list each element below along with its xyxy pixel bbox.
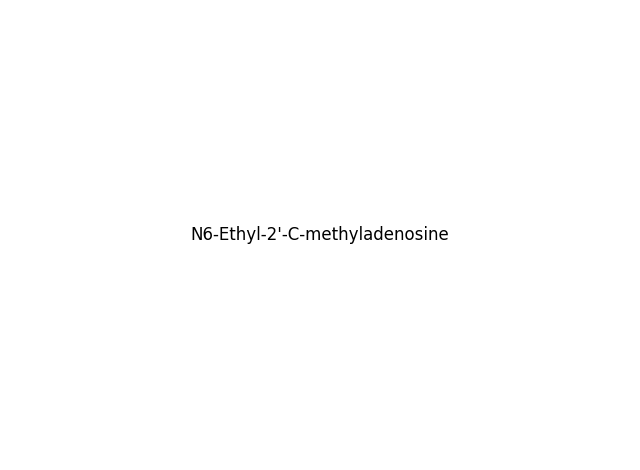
Text: N6-Ethyl-2'-C-methyladenosine: N6-Ethyl-2'-C-methyladenosine: [191, 226, 449, 244]
